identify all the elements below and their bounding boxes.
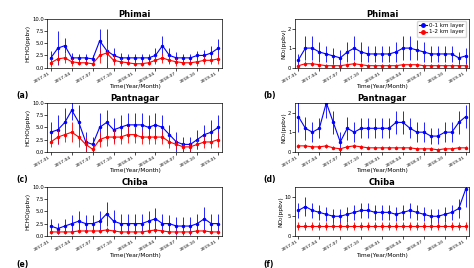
Y-axis label: HCHO(ppbv): HCHO(ppbv) xyxy=(26,193,31,230)
X-axis label: Time(Year/Month): Time(Year/Month) xyxy=(356,252,408,258)
Legend: 0-1 km layer, 1-2 km layer: 0-1 km layer, 1-2 km layer xyxy=(417,21,466,37)
X-axis label: Time(Year/Month): Time(Year/Month) xyxy=(109,169,161,173)
Y-axis label: HCHO(ppbv): HCHO(ppbv) xyxy=(26,25,31,62)
Text: (d): (d) xyxy=(264,175,276,184)
Text: (a): (a) xyxy=(16,91,28,100)
X-axis label: Time(Year/Month): Time(Year/Month) xyxy=(109,252,161,258)
Title: Pantnagar: Pantnagar xyxy=(110,94,159,103)
Title: Pantnagar: Pantnagar xyxy=(357,94,407,103)
Y-axis label: NO₂(ppbv): NO₂(ppbv) xyxy=(282,28,287,59)
Title: Phimai: Phimai xyxy=(366,10,398,19)
Title: Chiba: Chiba xyxy=(121,178,148,187)
Title: Chiba: Chiba xyxy=(369,178,395,187)
Text: (c): (c) xyxy=(16,175,27,184)
Y-axis label: NO₂(ppbv): NO₂(ppbv) xyxy=(278,196,283,227)
Text: (e): (e) xyxy=(16,260,28,268)
Text: (b): (b) xyxy=(264,91,276,100)
Text: (f): (f) xyxy=(264,260,274,268)
X-axis label: Time(Year/Month): Time(Year/Month) xyxy=(356,84,408,89)
Y-axis label: NO₂(ppbv): NO₂(ppbv) xyxy=(282,112,287,143)
Title: Phimai: Phimai xyxy=(118,10,151,19)
X-axis label: Time(Year/Month): Time(Year/Month) xyxy=(109,84,161,89)
Y-axis label: HCHO(ppbv): HCHO(ppbv) xyxy=(26,109,31,146)
X-axis label: Time(Year/Month): Time(Year/Month) xyxy=(356,169,408,173)
